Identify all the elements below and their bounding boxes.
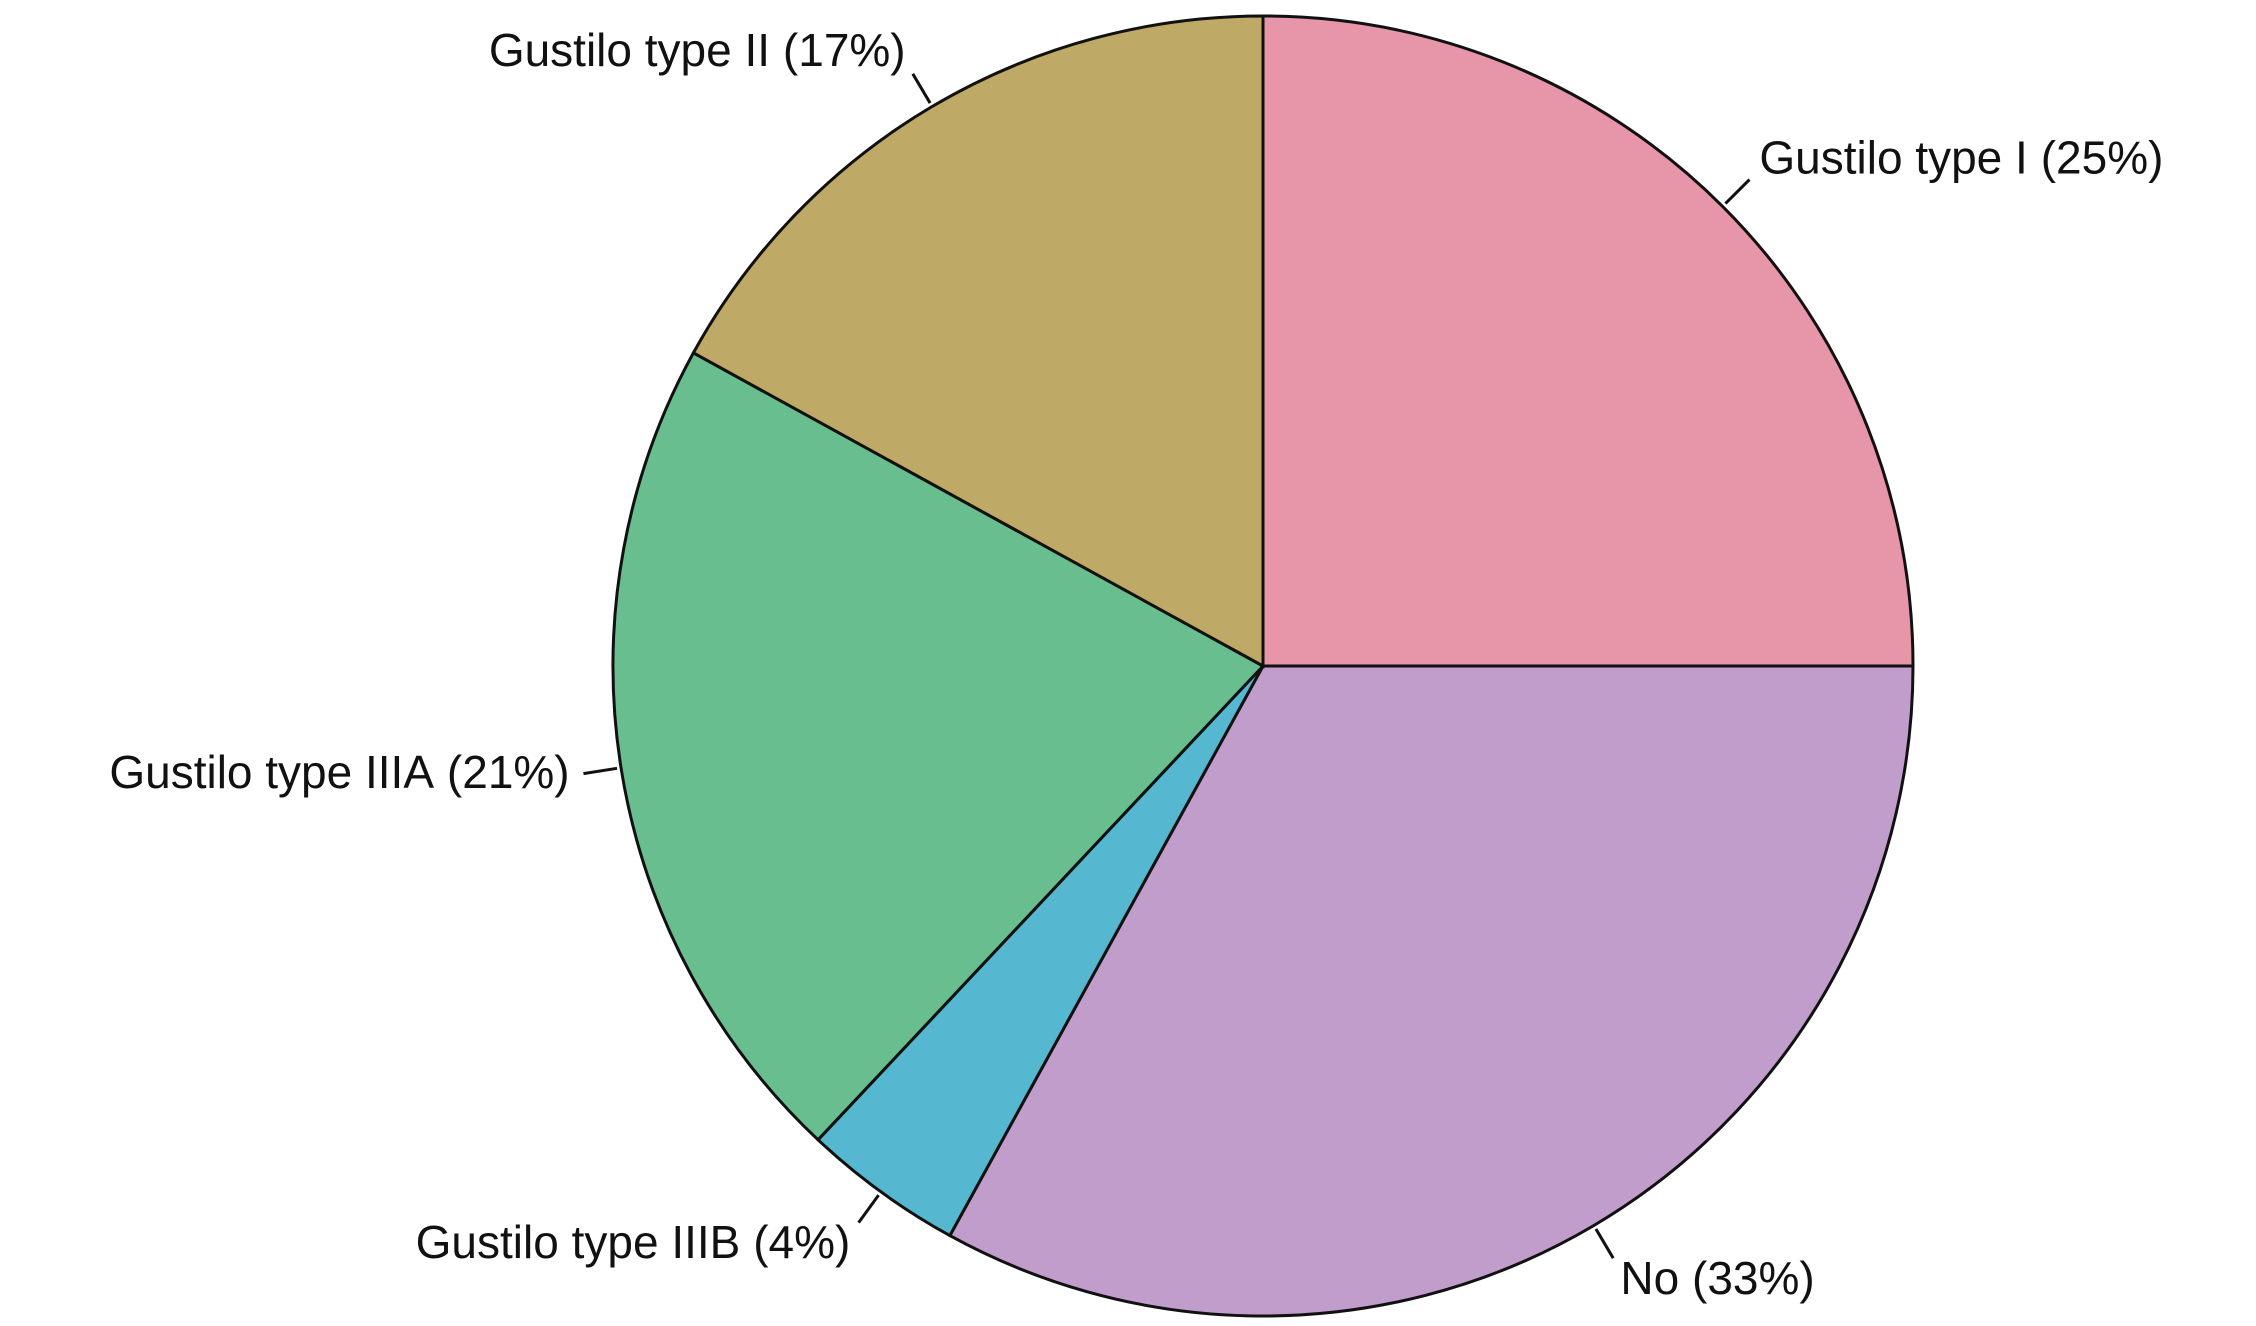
value-label: (17%) (783, 24, 906, 76)
category-label: No (1620, 1252, 1679, 1304)
slice-label: Gustilo type I (25%) (1759, 132, 2163, 184)
value-label: (25%) (2041, 132, 2164, 184)
leader-line (1594, 1228, 1615, 1259)
pie-wedge (611, 350, 1266, 1142)
leader-line (911, 73, 932, 104)
category-label: Gustilo type IIIA (109, 746, 434, 798)
leader-line (583, 766, 618, 776)
category-label: Gustilo type II (489, 24, 770, 76)
leader-line (1724, 178, 1751, 205)
category-label: Gustilo type IIIB (416, 1216, 741, 1268)
value-label: (21%) (447, 746, 570, 798)
value-label: (33%) (1692, 1252, 1815, 1304)
slice-label: Gustilo type II (17%) (489, 24, 906, 76)
leader-line (857, 1194, 880, 1224)
slice-label: Gustilo type IIIB (4%) (416, 1216, 851, 1268)
pie-wedge (1261, 14, 1915, 668)
pie-wedge (947, 664, 1915, 1318)
slice-label: Gustilo type IIIA (21%) (109, 746, 569, 798)
value-label: (4%) (753, 1216, 850, 1268)
slice-label: No (33%) (1620, 1252, 1814, 1304)
category-label: Gustilo type I (1759, 132, 2027, 184)
pie-wedge (691, 14, 1265, 669)
